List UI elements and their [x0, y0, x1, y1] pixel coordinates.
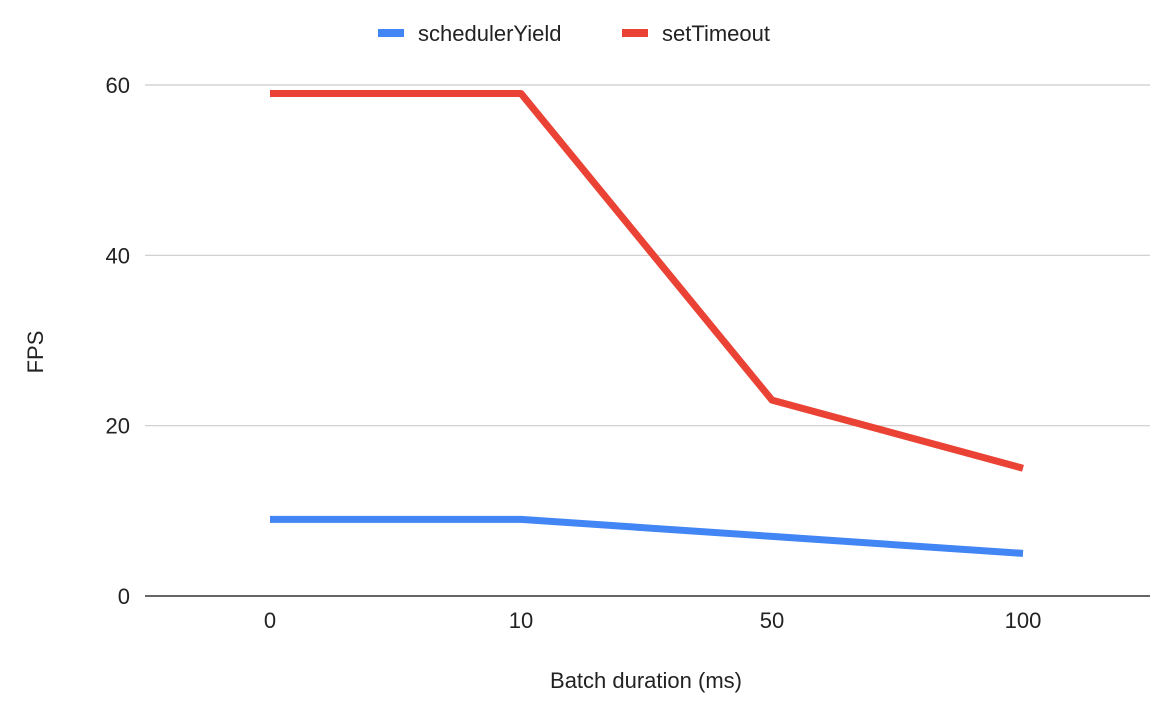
x-tick-label: 0 [264, 608, 276, 633]
legend-label: schedulerYield [418, 21, 562, 46]
y-tick-label: 40 [106, 243, 130, 268]
y-tick-label: 60 [106, 73, 130, 98]
legend: schedulerYield setTimeout [378, 21, 770, 46]
x-axis-ticks: 0 10 50 100 [264, 608, 1041, 633]
series-lines [270, 90, 1024, 557]
legend-swatch [378, 29, 404, 37]
series-line-schedulerYield [270, 515, 1024, 557]
x-axis-title: Batch duration (ms) [550, 668, 742, 693]
y-axis-title: FPS [23, 331, 48, 374]
x-tick-label: 10 [509, 608, 533, 633]
x-tick-label: 100 [1005, 608, 1042, 633]
legend-label: setTimeout [662, 21, 770, 46]
legend-swatch [622, 29, 648, 37]
y-tick-label: 0 [118, 584, 130, 609]
x-tick-label: 50 [760, 608, 784, 633]
gridlines [145, 84, 1150, 597]
y-tick-label: 20 [106, 414, 130, 439]
y-axis-ticks: 0 20 40 60 [106, 73, 130, 609]
series-line-setTimeout [270, 90, 1024, 472]
